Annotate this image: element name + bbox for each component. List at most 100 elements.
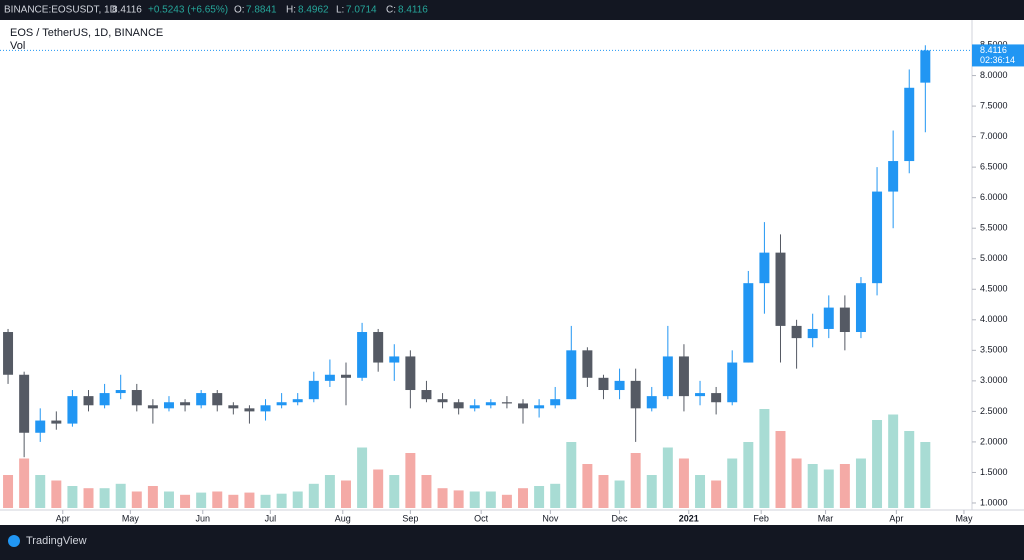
volume-bar bbox=[920, 442, 931, 508]
candle-body bbox=[469, 405, 480, 409]
volume-bar bbox=[534, 486, 545, 508]
volume-bar bbox=[872, 420, 883, 508]
low-value: 7.0714 bbox=[346, 5, 377, 16]
x-tick-label: Dec bbox=[612, 513, 629, 523]
candle-body bbox=[276, 402, 287, 406]
y-tick-label: 4.0000 bbox=[980, 314, 1008, 324]
x-tick-label: Sep bbox=[402, 513, 418, 523]
price-tag bbox=[972, 44, 1024, 67]
price-tag-countdown: 02:36:14 bbox=[980, 55, 1015, 65]
volume-bar bbox=[437, 488, 448, 508]
candle-body bbox=[646, 396, 657, 409]
candle-body bbox=[518, 403, 529, 409]
volume-bar bbox=[598, 475, 609, 508]
candle-body bbox=[550, 399, 561, 406]
high-label: H: bbox=[286, 5, 296, 16]
volume-bar bbox=[180, 494, 191, 508]
volume-bar bbox=[324, 475, 335, 508]
price-tag-price: 8.4116 bbox=[980, 45, 1007, 55]
volume-bar bbox=[453, 490, 464, 508]
volume-bar bbox=[228, 494, 239, 508]
candle-body bbox=[855, 283, 866, 333]
candle-body bbox=[775, 252, 786, 326]
volume-bar bbox=[501, 494, 512, 508]
candle-body bbox=[341, 374, 351, 378]
candle-body bbox=[582, 350, 593, 378]
volume-bar bbox=[357, 447, 368, 508]
candle-body bbox=[228, 405, 239, 409]
chart-area bbox=[0, 20, 1024, 525]
candle-body bbox=[759, 252, 770, 284]
volume-bar bbox=[743, 442, 754, 508]
volume-bar bbox=[775, 431, 786, 508]
volume-bar bbox=[292, 491, 303, 508]
candle-body bbox=[872, 191, 883, 284]
candle-body bbox=[534, 405, 545, 409]
candle-body bbox=[807, 328, 818, 339]
volume-bar bbox=[630, 453, 641, 508]
candle-body bbox=[115, 390, 126, 394]
y-tick-label: 5.5000 bbox=[980, 223, 1008, 233]
low-label: L: bbox=[336, 5, 344, 16]
volume-bar bbox=[147, 486, 158, 508]
volume-bar bbox=[711, 480, 722, 508]
candle-body bbox=[727, 362, 738, 403]
y-tick-label: 6.0000 bbox=[980, 192, 1008, 202]
candle-body bbox=[711, 393, 722, 403]
high-value: 8.4962 bbox=[298, 5, 329, 16]
y-tick-label: 2.5000 bbox=[980, 406, 1008, 416]
volume-bar bbox=[260, 494, 271, 508]
volume-bar bbox=[115, 483, 126, 508]
candle-body bbox=[99, 393, 110, 406]
close-label: C: bbox=[386, 5, 396, 16]
volume-bar bbox=[196, 492, 207, 508]
x-tick-label: Apr bbox=[56, 513, 70, 523]
candle-body bbox=[35, 420, 46, 433]
volume-bar bbox=[308, 483, 319, 508]
candle-body bbox=[823, 307, 834, 329]
candle-body bbox=[920, 50, 931, 83]
open-label: O: bbox=[234, 5, 245, 16]
volume-bar bbox=[67, 486, 78, 508]
candle-body bbox=[324, 374, 335, 381]
volume-bar bbox=[99, 488, 110, 508]
volume-bar bbox=[678, 458, 689, 508]
candle-body bbox=[695, 393, 706, 397]
candle-body bbox=[485, 402, 496, 406]
candle-body bbox=[83, 396, 94, 406]
volume-bar bbox=[163, 491, 174, 508]
candle-body bbox=[51, 420, 62, 424]
volume-bar bbox=[518, 488, 529, 508]
y-tick-label: 1.5000 bbox=[980, 467, 1008, 477]
last-price: 8.4116 bbox=[112, 5, 142, 16]
volume-bar bbox=[341, 480, 351, 508]
volume-bar bbox=[614, 480, 625, 508]
candle-body bbox=[244, 408, 255, 412]
volume-bar bbox=[485, 491, 496, 508]
change: +0.5243 (+6.65%) bbox=[148, 5, 228, 16]
close-value: 8.4116 bbox=[398, 5, 428, 16]
x-tick-label: Jul bbox=[265, 513, 277, 523]
candle-body bbox=[678, 356, 689, 397]
x-tick-label: May bbox=[122, 513, 140, 523]
candle-body bbox=[453, 402, 464, 409]
y-tick-label: 7.5000 bbox=[980, 100, 1008, 110]
volume-bar bbox=[83, 488, 94, 508]
footer-brand: TradingView bbox=[26, 535, 87, 547]
candle-body bbox=[357, 332, 368, 378]
candle-body bbox=[373, 332, 384, 363]
candle-body bbox=[19, 374, 30, 433]
volume-bar bbox=[550, 483, 561, 508]
volume-bar bbox=[373, 469, 384, 508]
volume-bar bbox=[791, 458, 802, 508]
y-tick-label: 7.0000 bbox=[980, 131, 1008, 141]
volume-bar bbox=[276, 493, 287, 508]
x-tick-label: 2021 bbox=[679, 513, 699, 523]
volume-bar bbox=[244, 492, 255, 508]
candle-body bbox=[566, 350, 577, 400]
legend-volume: Vol bbox=[10, 40, 25, 52]
x-tick-label: Jun bbox=[196, 513, 211, 523]
candle-body bbox=[437, 399, 448, 403]
legend-title: EOS / TetherUS, 1D, BINANCE bbox=[10, 27, 163, 39]
volume-bar bbox=[566, 442, 577, 508]
